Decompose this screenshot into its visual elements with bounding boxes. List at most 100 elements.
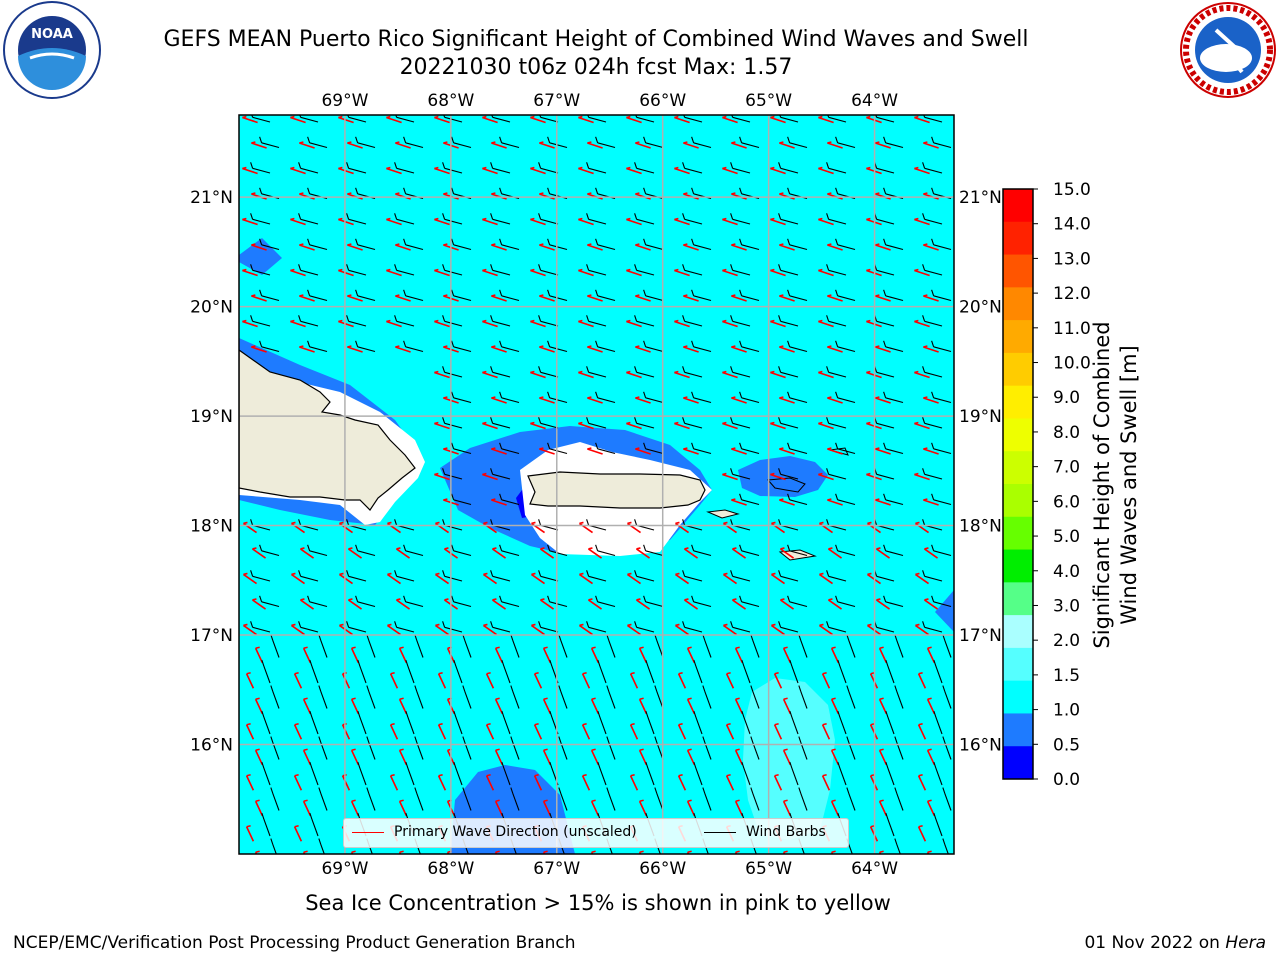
wave-arrow (779, 397, 795, 404)
wind-barb-flag (634, 162, 638, 169)
wave-arrow-head (639, 850, 644, 854)
wind-barb (741, 142, 760, 149)
wave-arrow-head (779, 396, 784, 399)
wind-barb-flag (595, 187, 599, 195)
wind-barb-flag (750, 685, 754, 692)
wind-barb (311, 716, 319, 735)
wind-barb (597, 550, 616, 557)
wave-arrow (914, 624, 930, 636)
wind-barb-flag (693, 710, 697, 718)
wind-barb-flag (403, 340, 407, 348)
wind-barb-flag (787, 238, 791, 246)
wave-arrow-head (726, 773, 731, 777)
wave-arrow (734, 698, 744, 715)
wave-arrow (395, 599, 411, 610)
wind-barb (261, 244, 280, 251)
wind-barb-flag (634, 366, 638, 373)
wind-barb-flag (931, 136, 935, 144)
wind-barb-flag (826, 213, 830, 220)
wave-arrow (437, 775, 447, 791)
wave-arrow-head (818, 319, 823, 323)
wave-arrow-head (491, 498, 496, 501)
colorbar-tick-label: 14.0 (1053, 215, 1091, 235)
wind-barb (453, 601, 472, 608)
wind-barb (837, 601, 856, 608)
wave-arrow-head (482, 421, 487, 425)
wave-arrow-head (828, 547, 833, 550)
wind-barb-flag (885, 761, 889, 769)
wind-barb (645, 244, 664, 251)
wind-barb (743, 716, 751, 735)
wind-barb-flag (739, 136, 743, 144)
wave-arrow-head (927, 850, 932, 854)
wave-arrow-head (531, 572, 536, 576)
wave-arrow (875, 448, 891, 455)
wind-barb-flag (259, 340, 263, 348)
wave-arrow (926, 800, 936, 817)
wave-arrow (638, 698, 648, 715)
wave-arrow (245, 724, 255, 740)
wave-arrow-head (291, 623, 296, 627)
wind-barb-flag (691, 289, 695, 297)
wind-barb-flag (394, 162, 398, 169)
wind-barb (935, 716, 943, 735)
wind-barb-flag (259, 595, 263, 603)
wave-arrow (434, 116, 450, 124)
wind-barb (741, 499, 760, 506)
wave-arrow-head (251, 294, 256, 297)
wave-arrow (731, 448, 747, 455)
wave-arrow (722, 624, 738, 636)
wave-arrow-head (578, 115, 583, 119)
wave-arrow-head (923, 396, 928, 399)
wind-barb-flag (307, 238, 311, 246)
wave-arrow-head (491, 294, 496, 297)
wind-barb (300, 269, 319, 276)
wind-barb (645, 601, 664, 608)
wind-barb-flag (442, 315, 446, 322)
wave-arrow (482, 116, 498, 124)
wave-arrow (434, 573, 450, 585)
wind-barb-flag (538, 570, 542, 577)
wave-arrow-head (290, 115, 295, 119)
wave-arrow (350, 698, 360, 715)
wave-arrow (338, 269, 354, 277)
wind-barb (828, 422, 847, 429)
wave-arrow-head (771, 623, 776, 627)
lon-tick-label-bottom: 64°W (851, 859, 898, 879)
wind-barb (887, 665, 895, 684)
wind-barb (695, 716, 703, 735)
lat-labels-right: 21°N20°N19°N18°N17°N16°N (959, 188, 1002, 755)
wind-barb (885, 295, 904, 302)
wind-barb (300, 575, 319, 582)
wind-barb (444, 422, 463, 429)
lon-tick-label-top: 65°W (745, 91, 792, 111)
wave-arrow-head (299, 141, 304, 144)
wave-arrow-head (722, 370, 727, 374)
wave-arrow-head (732, 547, 737, 550)
wind-barb (684, 626, 703, 633)
wave-arrow (434, 473, 450, 481)
wind-barb-flag (499, 238, 503, 246)
wave-arrow-head (291, 521, 296, 525)
wind-barb (396, 116, 415, 123)
wind-barb-flag (883, 187, 887, 195)
wave-arrow (683, 142, 699, 149)
wave-arrow (491, 142, 507, 149)
wave-arrow (875, 346, 891, 353)
wind-barb (252, 167, 271, 174)
wind-barb-flag (883, 595, 887, 603)
wave-arrow-head (626, 115, 631, 119)
wave-arrow (398, 698, 408, 715)
wind-barb-flag (490, 621, 494, 628)
wind-barb (348, 116, 367, 123)
wave-arrow-head (731, 192, 736, 195)
wave-arrow-head (255, 850, 260, 854)
wind-barb (320, 844, 325, 854)
wave-arrow-head (735, 850, 740, 854)
wind-barb-flag (547, 238, 551, 246)
wave-arrow (779, 295, 795, 302)
wave-arrow-head (482, 370, 487, 374)
legend-wave: Primary Wave Direction (unscaled) (352, 824, 637, 840)
wave-arrow (530, 167, 546, 175)
wind-barb (348, 575, 367, 582)
